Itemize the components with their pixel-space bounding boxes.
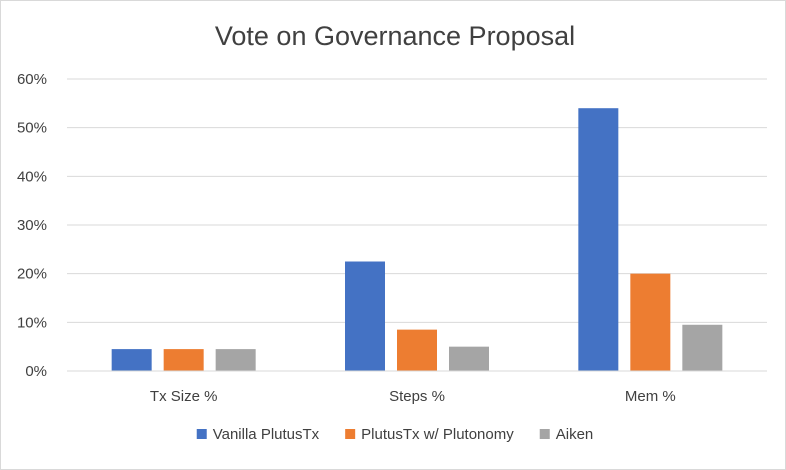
legend-label: Aiken: [556, 426, 594, 443]
y-tick-label: 10%: [17, 314, 47, 331]
bars: [111, 108, 723, 371]
legend-swatch: [539, 429, 550, 439]
legend-swatch: [345, 429, 356, 439]
x-tick-label: Steps %: [389, 388, 445, 405]
bar-1-1: [111, 349, 152, 371]
bar-2-1: [163, 349, 204, 371]
x-axis: Tx Size % Steps % Mem %: [67, 370, 767, 405]
y-tick-label: 0%: [25, 363, 47, 380]
y-tick-label: 40%: [17, 168, 47, 185]
legend-label: PlutusTx w/ Plutonomy: [361, 426, 514, 443]
y-axis-ticks: 0% 10% 20% 30% 40% 50% 60%: [17, 71, 47, 380]
legend-swatch: [196, 429, 207, 439]
legend-label: Vanilla PlutusTx: [213, 426, 320, 443]
x-tick-label: Mem %: [625, 388, 676, 405]
x-tick-label: Tx Size %: [150, 388, 218, 405]
bar-1-3: [578, 108, 619, 371]
y-tick-label: 20%: [17, 266, 47, 283]
bar-3-1: [215, 349, 256, 371]
bar-2-3: [630, 273, 671, 371]
bar-1-2: [345, 261, 385, 371]
y-tick-label: 30%: [17, 217, 47, 234]
legend: Vanilla PlutusTx PlutusTx w/ Plutonomy Aik…: [196, 426, 594, 443]
bar-3-2: [449, 346, 489, 371]
bar-3-3: [682, 324, 723, 371]
y-tick-label: 50%: [17, 120, 47, 137]
bar-2-2: [397, 329, 437, 371]
y-tick-label: 60%: [17, 71, 47, 88]
chart-title: Vote on Governance Proposal: [215, 21, 575, 51]
